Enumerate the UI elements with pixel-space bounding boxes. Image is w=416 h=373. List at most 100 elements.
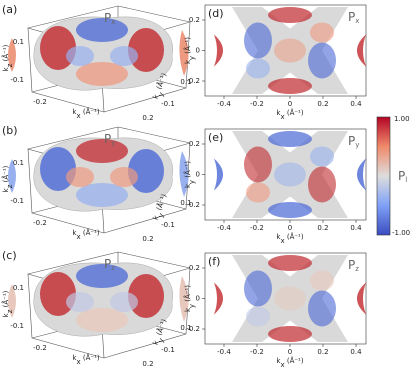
box-edge (26, 126, 191, 234)
surface-lobe (76, 308, 128, 332)
x-tick-label: -0.2 (250, 100, 264, 108)
x-tick-label: 0.2 (142, 235, 153, 243)
side-pocket (214, 34, 223, 67)
texture-region (268, 255, 312, 271)
z-axis-label-sub: z (6, 309, 14, 313)
x-tick-label: -0.2 (33, 344, 47, 352)
y-axis-label: ky (Å⁻¹) (183, 161, 196, 188)
x-axis-label-unit: (Å⁻¹) (285, 232, 304, 241)
polarization-label-sub: y (355, 141, 359, 149)
z-axis-label-symbol: k (2, 66, 10, 71)
colorbar-label-sub: l (405, 176, 407, 184)
x-axis-label-sub: x (76, 233, 80, 241)
colorbar-label-symbol: P (398, 169, 405, 183)
y-axis-label-unit: (Å⁻¹) (183, 285, 192, 304)
texture-region (308, 42, 336, 79)
x-tick-label: 0 (288, 100, 292, 108)
x-axis-label-symbol: k (276, 357, 281, 365)
x-axis-label-unit: (Å⁻¹) (285, 356, 304, 365)
texture-region (246, 182, 270, 203)
texture-region (268, 78, 312, 94)
y-axis-label-symbol: k (184, 307, 192, 312)
y-axis-label-sub: y (188, 304, 196, 308)
x-tick-label: 0 (288, 348, 292, 356)
surface-lobe (128, 274, 164, 318)
z-axis-label: kz (Å⁻¹) (1, 165, 14, 192)
y-tick-label: -0.2 (186, 325, 200, 333)
y-axis-label-sub: y (157, 91, 166, 98)
x-axis-label-unit: (Å⁻¹) (285, 108, 304, 117)
y-axis-label-sub: y (188, 56, 196, 60)
colorbar (376, 116, 391, 236)
x-tick-label: -0.2 (33, 98, 47, 106)
polarization-label-symbol: P (104, 132, 111, 146)
panel-label: (b) (2, 124, 18, 137)
z-axis-label-symbol: k (2, 187, 10, 192)
polarization-label-symbol: P (348, 258, 355, 272)
side-pocket (357, 158, 366, 191)
y-tick-label: -0.2 (186, 201, 200, 209)
surface-lobe (110, 292, 138, 312)
y-tick-label: 0 (196, 47, 200, 55)
x-axis-label-symbol: k (72, 229, 77, 237)
y-axis-label: ky (Å⁻¹) (183, 285, 196, 312)
colorbar-max: 1.00 (394, 115, 410, 123)
polarization-label-symbol: P (348, 10, 355, 24)
x-axis-label-sub: x (280, 237, 284, 245)
side-pocket (214, 282, 223, 315)
x-axis-label-symbol: k (276, 233, 281, 241)
surface-lobe (66, 167, 94, 187)
texture-region (268, 326, 312, 342)
side-pocket (179, 30, 189, 76)
x-tick-label: 0.4 (350, 224, 362, 232)
polarization-label: Pz (104, 257, 115, 273)
x-tick-label: 0.2 (142, 360, 153, 368)
colorbar-min: -1.00 (392, 229, 410, 237)
surface-lobe (128, 28, 164, 72)
x-tick-label: 0.2 (317, 348, 328, 356)
y-axis-label-sub: y (188, 180, 196, 184)
y-axis-label-symbol: k (184, 183, 192, 188)
y-tick-label: 0.2 (189, 264, 200, 272)
x-axis-label-sub: x (76, 358, 80, 366)
texture-center (274, 38, 306, 63)
x-tick-label: 0.4 (350, 348, 362, 356)
x-tick-label: 0.2 (142, 114, 153, 122)
x-axis-label: kx (Å⁻¹) (276, 108, 303, 121)
y-axis-label-sub: y (157, 212, 166, 219)
y-tick-label: 0.2 (189, 140, 200, 148)
side-pocket (179, 151, 189, 197)
z-tick-label: 0.1 (13, 159, 24, 167)
surface-lobe (110, 167, 138, 187)
polarization-label-symbol: P (348, 134, 355, 148)
texture-region (308, 290, 336, 327)
polarization-label: Px (104, 11, 115, 27)
texture-center (274, 162, 306, 187)
x-axis-label-symbol: k (72, 354, 77, 362)
z-axis-label: kz (Å⁻¹) (1, 44, 14, 71)
x-axis-label: kx (Å⁻¹) (72, 353, 99, 366)
y-axis-label-symbol: k (184, 59, 192, 64)
x-axis-label-unit: (Å⁻¹) (81, 228, 100, 237)
y-axis-label-unit: (Å⁻¹) (183, 37, 192, 56)
box-edge (26, 251, 191, 359)
z-tick-label: -0.1 (10, 76, 24, 84)
texture-region (246, 306, 270, 327)
texture-region (310, 146, 334, 167)
z-tick-label: -0.1 (10, 197, 24, 205)
x-tick-label: 0 (288, 224, 292, 232)
y-axis-label-unit: (Å⁻¹) (183, 161, 192, 180)
panel-label: (a) (2, 3, 17, 16)
x-axis-label-sub: x (76, 112, 80, 120)
y-tick-label: 0.2 (189, 16, 200, 24)
z-axis-label: kz (Å⁻¹) (1, 290, 14, 317)
texture-region (244, 146, 272, 183)
polarization-label: Py (104, 132, 115, 148)
z-axis-label-unit: (Å⁻¹) (1, 44, 10, 63)
z-axis-label-unit: (Å⁻¹) (1, 290, 10, 309)
x-tick-label: -0.2 (250, 348, 264, 356)
y-tick-label: -0.1 (161, 100, 175, 108)
x-tick-label: -0.4 (217, 100, 231, 108)
polarization-label-sub: z (111, 264, 115, 272)
